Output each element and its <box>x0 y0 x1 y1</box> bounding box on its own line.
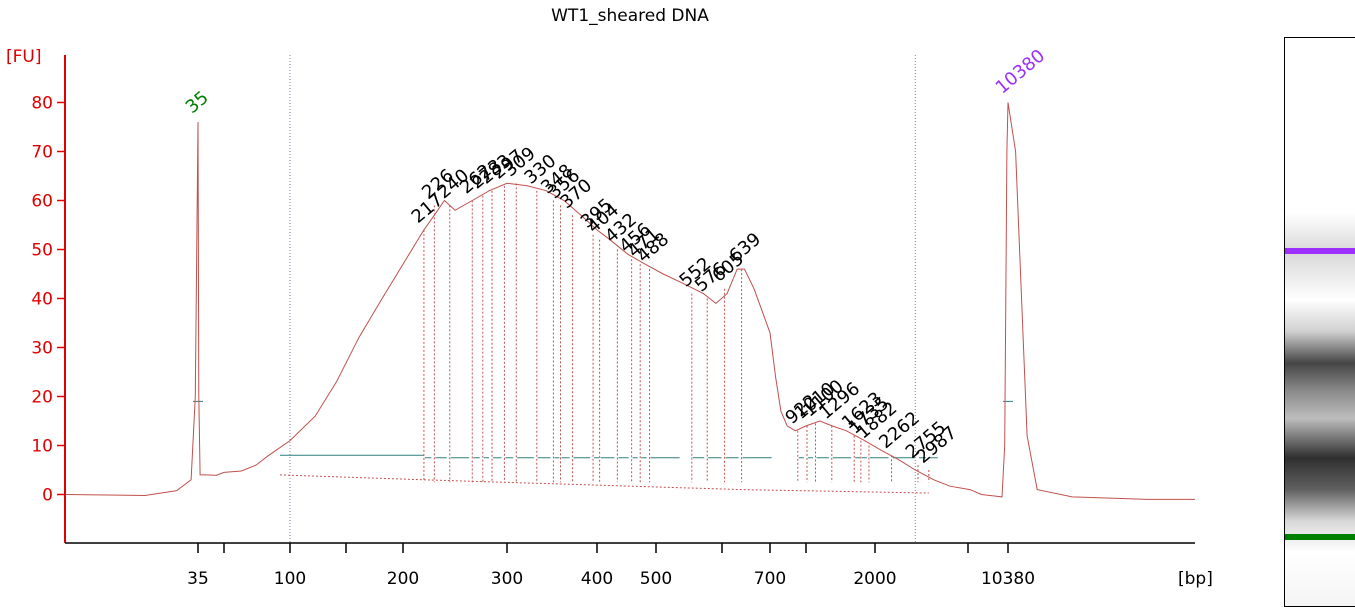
peak-baselines <box>193 400 1013 459</box>
marker-label: 10380 <box>992 45 1049 98</box>
y-tick-label: 20 <box>31 388 53 408</box>
y-axis-label: [FU] <box>6 47 42 67</box>
x-tick-label: 500 <box>640 569 672 589</box>
x-tick-label: 400 <box>581 569 613 589</box>
region-floor-line <box>279 474 929 494</box>
y-tick-label: 50 <box>31 241 53 261</box>
y-tick-label: 40 <box>31 290 53 310</box>
marker-labels: 35 10380 <box>182 45 1049 117</box>
x-tick-label: 700 <box>754 569 786 589</box>
x-tick-label: 35 <box>187 569 209 589</box>
y-tick-label: 30 <box>31 339 53 359</box>
y-tick-label: 60 <box>31 192 53 212</box>
x-tick-label: 2000 <box>853 569 896 589</box>
axes <box>64 55 1195 544</box>
x-tick-label: 300 <box>491 569 523 589</box>
electropherogram-trace <box>64 102 1195 500</box>
marker-label: 35 <box>182 87 213 118</box>
x-tick-label: 100 <box>274 569 306 589</box>
y-axis-ticks: 0 10 20 30 40 50 60 70 80 <box>31 94 65 506</box>
x-axis-label: [bp] <box>1178 569 1213 589</box>
y-tick-label: 10 <box>31 437 53 457</box>
y-tick-label: 80 <box>31 94 53 114</box>
y-tick-label: 0 <box>42 486 53 506</box>
x-tick-label: 10380 <box>981 569 1035 589</box>
x-axis-ticks: 35 100 200 300 400 500 700 2000 10380 <box>187 543 1035 589</box>
electropherogram-chart: 0 10 20 30 40 50 60 70 80 35 100 200 300 400 500 700 20… <box>6 45 1213 589</box>
gel-image <box>1284 37 1355 607</box>
gel-upper-marker-band <box>1285 248 1355 254</box>
peak-drop-lines <box>279 183 930 494</box>
gel-lane <box>1285 213 1355 606</box>
peak-labels: 2172262402622732832973093303483563703954… <box>408 143 961 468</box>
chart-title: WT1_sheared DNA <box>551 6 709 26</box>
gel-lower-marker-band <box>1285 534 1355 540</box>
x-tick-label: 200 <box>387 569 419 589</box>
y-tick-label: 70 <box>31 143 53 163</box>
region-guides <box>289 55 916 543</box>
